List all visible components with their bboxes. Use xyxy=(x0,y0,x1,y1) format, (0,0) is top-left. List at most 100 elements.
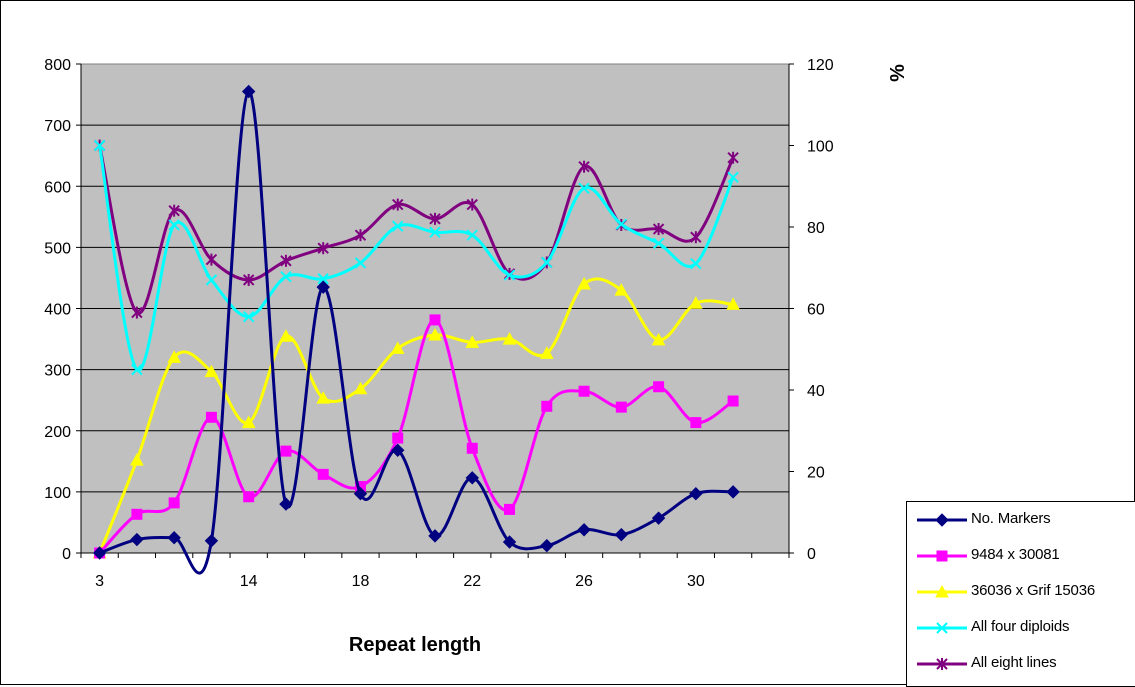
data-point xyxy=(242,273,255,286)
data-point xyxy=(390,341,405,354)
data-point xyxy=(92,546,107,560)
legend-swatch xyxy=(917,622,967,634)
data-point xyxy=(317,468,329,480)
right-axis-title: % xyxy=(887,64,909,82)
data-point xyxy=(502,332,517,345)
data-point xyxy=(578,182,590,194)
data-point xyxy=(653,381,665,393)
x-tick-label: 26 xyxy=(575,573,593,590)
data-point xyxy=(614,283,629,296)
data-point xyxy=(280,445,292,457)
data-point xyxy=(466,198,478,211)
data-point xyxy=(465,335,480,348)
legend-label: All four diploids xyxy=(971,618,1070,635)
data-point xyxy=(204,364,219,378)
data-point xyxy=(690,257,702,270)
data-point xyxy=(429,212,441,225)
data-point xyxy=(354,229,367,242)
legend-swatch xyxy=(917,513,967,527)
left-tick-label: 0 xyxy=(62,546,71,563)
data-point xyxy=(615,218,628,230)
data-point xyxy=(243,491,255,503)
data-point xyxy=(651,511,666,525)
legend-marker xyxy=(936,622,948,634)
left-tick-label: 200 xyxy=(44,424,71,441)
data-point xyxy=(392,198,404,211)
data-point xyxy=(353,381,368,395)
data-point xyxy=(690,417,702,429)
data-point xyxy=(726,485,740,499)
legend-marker xyxy=(935,584,949,598)
left-tick-label: 400 xyxy=(44,302,71,319)
right-tick-label: 100 xyxy=(807,139,834,156)
legend-label: 36036 x Grif 15036 xyxy=(971,582,1095,599)
left-tick-label: 700 xyxy=(44,118,71,135)
data-point xyxy=(614,527,629,542)
data-point xyxy=(242,310,255,323)
data-point xyxy=(316,280,330,294)
x-tick-label: 22 xyxy=(463,573,481,590)
data-point xyxy=(577,277,591,290)
legend-swatch xyxy=(917,550,967,562)
right-tick-label: 0 xyxy=(807,546,816,563)
x-tick-label: 30 xyxy=(687,573,705,590)
legend-marker xyxy=(936,550,948,562)
data-point xyxy=(280,271,292,283)
legend-swatch xyxy=(917,584,967,598)
data-point xyxy=(317,242,329,255)
data-point xyxy=(354,257,367,269)
legend: No. Markers 9484 x 30081 36036 x Grif 1503… xyxy=(906,501,1135,687)
data-point xyxy=(429,314,441,326)
data-point xyxy=(578,160,590,173)
data-point xyxy=(428,529,442,543)
data-point xyxy=(205,274,218,286)
x-tick-label: 14 xyxy=(240,573,258,590)
data-point xyxy=(168,204,180,217)
legend-item: 9484 x 30081 xyxy=(907,538,1135,574)
data-point xyxy=(131,363,143,376)
data-point xyxy=(466,442,478,454)
data-point xyxy=(130,532,144,547)
x-tick-label: 18 xyxy=(352,573,370,590)
data-point xyxy=(539,346,554,359)
legend-label: No. Markers xyxy=(971,510,1051,527)
legend-label: All eight lines xyxy=(971,654,1057,671)
right-tick-label: 20 xyxy=(807,465,825,482)
data-point xyxy=(429,226,441,239)
legend-item: 36036 x Grif 15036 xyxy=(907,574,1135,610)
data-point xyxy=(727,171,739,183)
data-point xyxy=(466,229,478,241)
right-tick-label: 40 xyxy=(807,383,825,400)
data-point xyxy=(428,327,442,341)
data-point xyxy=(317,273,329,285)
data-point xyxy=(279,329,293,342)
data-point xyxy=(652,237,665,250)
right-tick-label: 60 xyxy=(807,302,825,319)
data-point xyxy=(688,296,703,309)
left-tick-label: 500 xyxy=(44,240,71,257)
data-point xyxy=(279,497,293,511)
legend-swatch xyxy=(917,658,967,670)
data-point xyxy=(205,253,218,266)
data-point xyxy=(353,487,368,501)
data-point xyxy=(241,415,256,429)
data-point xyxy=(503,269,516,281)
data-point xyxy=(131,508,143,520)
legend-marker xyxy=(936,658,948,670)
gridlines xyxy=(81,124,789,493)
left-tick-label: 600 xyxy=(44,179,71,196)
data-point xyxy=(578,385,590,397)
legend-item: All four diploids xyxy=(907,610,1135,646)
left-tick-label: 800 xyxy=(44,57,71,74)
data-point xyxy=(726,297,740,310)
series-layer xyxy=(92,84,740,575)
data-point xyxy=(241,84,256,99)
series-0 xyxy=(92,84,740,575)
left-tick-label: 300 xyxy=(44,363,71,380)
legend-item: No. Markers xyxy=(907,502,1135,538)
data-point xyxy=(652,223,665,236)
data-point xyxy=(689,487,703,501)
data-point xyxy=(540,538,554,553)
